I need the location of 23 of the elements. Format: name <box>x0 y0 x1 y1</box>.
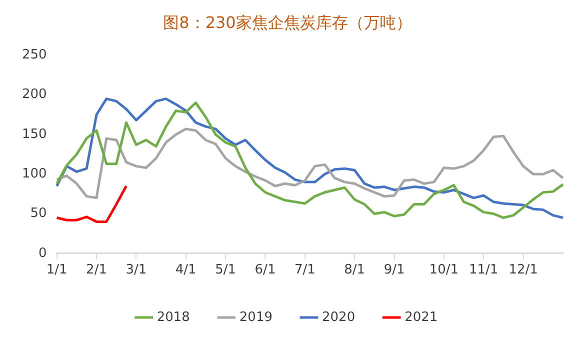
x-tick-label: 10/1 <box>429 262 458 278</box>
legend-label: 2019 <box>239 310 273 325</box>
legend-label: 2020 <box>322 310 356 325</box>
x-tick-label: 8/1 <box>344 262 366 278</box>
x-tick-label: 1/1 <box>46 262 68 278</box>
x-tick-label: 11/1 <box>468 262 498 278</box>
x-tick-label: 3/1 <box>126 262 147 278</box>
x-tick-label: 12/1 <box>508 262 538 278</box>
chart-title: 图8：230家焦企焦炭库存（万吨） <box>163 12 412 32</box>
y-tick-label: 0 <box>38 246 47 261</box>
legend-label: 2018 <box>156 310 190 325</box>
x-tick-label: 2/1 <box>86 262 107 278</box>
y-tick-label: 100 <box>22 166 47 182</box>
y-tick-label: 50 <box>30 206 47 222</box>
x-tick-label: 9/1 <box>384 262 405 278</box>
x-tick-label: 6/1 <box>254 262 276 278</box>
legend-label: 2021 <box>404 310 438 325</box>
x-tick-label: 7/1 <box>294 262 316 278</box>
x-tick-label: 4/1 <box>175 262 196 278</box>
y-tick-label: 150 <box>22 126 47 142</box>
y-tick-label: 250 <box>22 48 47 63</box>
x-tick-label: 5/1 <box>215 262 236 278</box>
y-tick-label: 200 <box>22 87 47 102</box>
